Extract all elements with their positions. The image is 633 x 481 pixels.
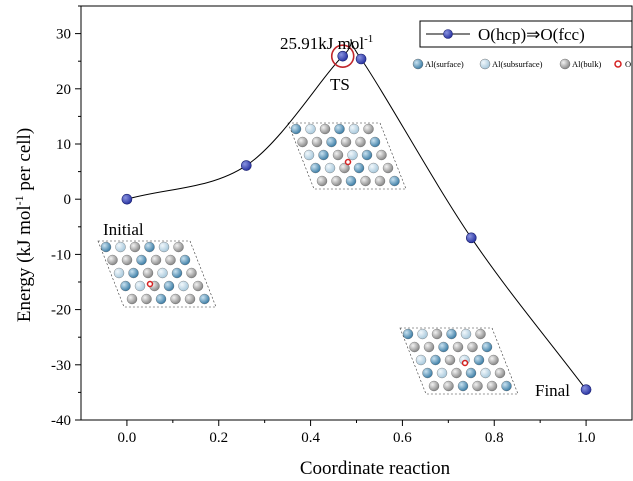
- ts-highlight-circle: [330, 44, 355, 68]
- atom-legend: Al(surface) Al(subsurface) Al(bulk) O: [412, 58, 631, 70]
- y-title-tail: per cell): [14, 128, 35, 196]
- y-title-main: Energy (kJ mol: [14, 205, 35, 322]
- y-tick-label: -20: [51, 303, 71, 319]
- data-point: [355, 53, 367, 65]
- atom-legend-swatch: [479, 58, 491, 70]
- series-points: [121, 50, 592, 395]
- x-axis-title: Coordinate reaction: [300, 458, 451, 479]
- atom-legend-label: O: [625, 59, 631, 69]
- legend: O(hcp)⇒O(fcc): [419, 20, 633, 48]
- atom-legend-swatch: [559, 58, 571, 70]
- x-tick-label: 1.0: [577, 430, 596, 446]
- data-point: [337, 50, 349, 62]
- data-point: [241, 160, 252, 171]
- data-point: [465, 232, 477, 244]
- oxygen-atom-marker: [461, 359, 469, 367]
- x-tick-label: 0.6: [393, 430, 412, 446]
- x-tick-label: 0.4: [301, 430, 320, 446]
- y-axis-ticks: -40 -30 -20 -10 0 10 20 30: [51, 5, 81, 429]
- ts-energy-text: 25.91kJ mol: [280, 34, 364, 53]
- ts-energy-label: 25.91kJ mol-1: [280, 33, 373, 53]
- y-title-sup: -1: [12, 195, 26, 205]
- atom-legend-label: Al(subsurface): [492, 59, 543, 69]
- legend-series-label: O(hcp)⇒O(fcc): [478, 25, 585, 44]
- final-label: Final: [535, 381, 570, 400]
- y-tick-label: -40: [51, 413, 71, 429]
- legend-marker: [443, 29, 453, 39]
- x-tick-label: 0.0: [118, 430, 137, 446]
- atomic-structure-insets: [97, 122, 519, 395]
- x-tick-label: 0.8: [485, 430, 504, 446]
- y-tick-label: -30: [51, 358, 71, 374]
- initial-structure-inset: [97, 240, 217, 308]
- atom-legend-swatch: [614, 60, 622, 68]
- atom-legend-label: Al(surface): [425, 59, 464, 69]
- ts-label: TS: [330, 75, 350, 94]
- ts-energy-sup: -1: [364, 33, 373, 45]
- data-point: [121, 193, 133, 205]
- oxygen-atom-marker: [146, 280, 154, 288]
- atom-legend-label: Al(bulk): [572, 59, 601, 69]
- y-tick-label: 30: [56, 27, 71, 43]
- series-curve: [126, 39, 587, 390]
- plot-frame: [80, 5, 633, 421]
- y-tick-label: 10: [56, 137, 71, 153]
- x-axis-ticks: 0.0 0.2 0.4 0.6 0.8 1.0: [118, 420, 596, 446]
- final-structure-inset: [399, 327, 519, 395]
- y-tick-label: 0: [64, 192, 72, 208]
- y-axis-title: Energy (kJ mol-1 per cell): [12, 128, 35, 322]
- atom-legend-swatch: [412, 58, 424, 70]
- x-tick-label: 0.2: [209, 430, 228, 446]
- y-tick-label: -10: [51, 247, 71, 263]
- y-tick-label: 20: [56, 82, 71, 98]
- plot-border: [80, 5, 633, 421]
- data-point: [580, 384, 592, 395]
- initial-label: Initial: [103, 220, 144, 239]
- oxygen-atom-marker: [344, 158, 352, 166]
- ts-structure-inset: [287, 122, 407, 190]
